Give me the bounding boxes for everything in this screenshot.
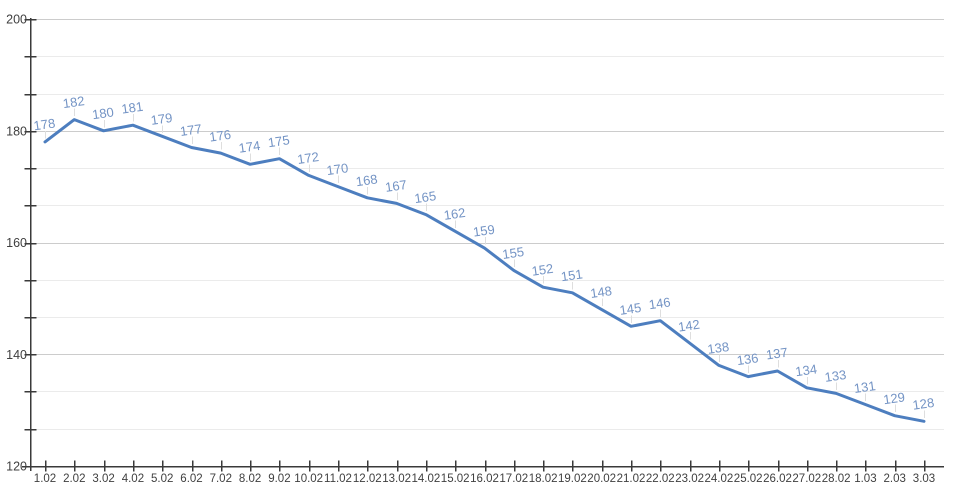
x-axis-label: 26.02 xyxy=(763,473,792,485)
x-axis-label: 21.02 xyxy=(617,473,646,485)
data-point-label: 148 xyxy=(589,283,613,301)
data-point-label: 159 xyxy=(472,222,496,240)
y-axis-label: 120 xyxy=(6,460,27,474)
data-point-label: 155 xyxy=(501,244,525,262)
y-axis-label: 180 xyxy=(6,124,27,138)
data-point-label: 176 xyxy=(208,127,232,145)
data-point-label: 152 xyxy=(531,261,555,279)
x-axis-label: 7.02 xyxy=(210,473,232,485)
data-point-label: 162 xyxy=(443,205,467,223)
y-axis-label: 200 xyxy=(6,13,27,27)
data-point-label: 177 xyxy=(179,121,203,139)
x-axis-label: 24.02 xyxy=(705,473,734,485)
x-axis-label: 23.02 xyxy=(675,473,704,485)
data-point-label: 172 xyxy=(296,149,320,167)
data-point-label: 180 xyxy=(91,104,115,122)
x-axis-label: 27.02 xyxy=(792,473,821,485)
data-point-label: 179 xyxy=(150,110,174,128)
data-point-label: 174 xyxy=(238,138,262,156)
data-point-label: 138 xyxy=(706,339,730,357)
data-point-label: 165 xyxy=(413,188,437,206)
data-point-label: 151 xyxy=(560,266,584,284)
data-point-label: 170 xyxy=(326,160,350,178)
x-axis-label: 17.02 xyxy=(499,473,528,485)
data-point-label: 133 xyxy=(824,367,848,385)
x-axis-label: 18.02 xyxy=(529,473,558,485)
data-point-label: 182 xyxy=(62,93,86,111)
x-axis-label: 2.03 xyxy=(884,473,906,485)
x-axis-label: 20.02 xyxy=(587,473,616,485)
x-axis-label: 12.02 xyxy=(353,473,382,485)
data-point-label: 131 xyxy=(853,378,877,396)
x-axis-label: 19.02 xyxy=(558,473,587,485)
x-axis-label: 9.02 xyxy=(268,473,290,485)
x-axis-labels: 1.02 2.02 3.02 4.02 5.02 6.02 7.02 8.02 9.02 10.0… xyxy=(34,473,935,485)
data-point-label: 137 xyxy=(765,345,789,363)
data-point-label: 136 xyxy=(736,350,760,368)
data-point-label: 129 xyxy=(882,389,906,407)
data-point-label: 142 xyxy=(677,317,701,335)
data-point-label: 128 xyxy=(912,395,936,413)
x-axis-label: 2.02 xyxy=(63,473,85,485)
data-point-label: 167 xyxy=(384,177,408,195)
data-point-label: 178 xyxy=(33,116,57,134)
y-axis-label: 140 xyxy=(6,348,27,362)
x-axis-label: 13.02 xyxy=(382,473,411,485)
data-point-label: 181 xyxy=(120,99,144,117)
data-point-label: 134 xyxy=(794,361,818,379)
data-point-label: 168 xyxy=(355,171,379,189)
x-axis-label: 15.02 xyxy=(441,473,470,485)
axes xyxy=(22,18,944,472)
x-axis-label: 22.02 xyxy=(646,473,675,485)
series-line xyxy=(43,118,926,423)
x-axis-label: 14.02 xyxy=(412,473,441,485)
label-leaders xyxy=(45,108,925,418)
x-axis-label: 1.03 xyxy=(854,473,876,485)
x-axis-label: 11.02 xyxy=(324,473,352,485)
y-axis-labels: 120 140 160 180 200 xyxy=(6,13,27,474)
x-axis-label: 28.02 xyxy=(822,473,851,485)
gridlines xyxy=(30,19,944,430)
data-point-label: 175 xyxy=(267,132,291,150)
data-labels: 178 182 180 181 179 177 176 174 175 172 170 168 167 1… xyxy=(33,93,936,413)
x-axis-label: 3.03 xyxy=(913,473,935,485)
x-axis-label: 3.02 xyxy=(92,473,114,485)
x-axis-label: 6.02 xyxy=(180,473,202,485)
x-axis-label: 16.02 xyxy=(470,473,499,485)
x-axis-label: 10.02 xyxy=(294,473,323,485)
data-point-label: 145 xyxy=(619,300,643,318)
x-axis-label: 1.02 xyxy=(34,473,56,485)
data-point-label: 146 xyxy=(648,294,672,312)
x-axis-label: 4.02 xyxy=(122,473,144,485)
x-axis-label: 8.02 xyxy=(239,473,261,485)
y-axis-label: 160 xyxy=(6,236,27,250)
x-axis-label: 5.02 xyxy=(151,473,173,485)
x-axis-label: 25.02 xyxy=(734,473,763,485)
